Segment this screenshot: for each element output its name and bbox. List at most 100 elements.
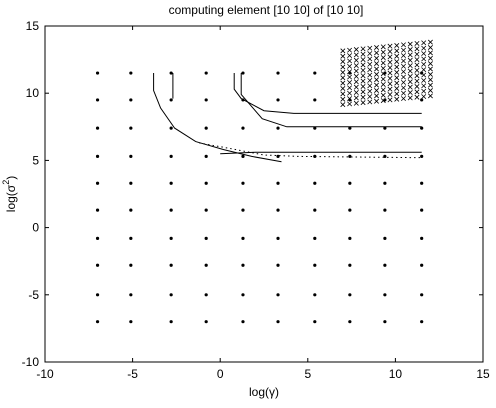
evaluated-marker [340,91,346,97]
evaluated-marker [394,96,400,102]
contour-line [240,73,422,128]
evaluated-marker [414,67,420,73]
svg-text:log(σ2): log(σ2) [1,176,18,212]
x-tick-label: 15 [476,367,490,381]
grid-point [95,320,100,324]
evaluated-marker [367,72,373,78]
grid-point [313,181,317,185]
grid-point [276,98,280,102]
evaluated-marker [374,45,380,50]
grid-point [169,208,173,212]
evaluated-marker [394,80,400,86]
evaluated-marker [427,39,433,45]
evaluated-marker [387,49,393,55]
evaluated-marker [340,64,346,70]
evaluated-marker [414,40,420,46]
evaluated-marker [380,98,386,104]
evaluated-marker [407,47,413,53]
evaluated-marker [380,76,386,82]
grid-point [95,181,100,185]
grid-point [276,181,280,185]
evaluated-marker [394,75,400,81]
evaluated-region-layer [340,39,433,108]
evaluated-marker [421,56,427,62]
evaluated-marker [374,88,380,93]
evaluated-marker [387,86,393,92]
grid-point [241,293,245,297]
evaluated-marker [421,72,427,78]
grid-point [383,98,387,102]
grid-points-layer [95,71,424,324]
evaluated-marker [353,57,359,63]
grid-point [129,98,133,102]
evaluated-marker [374,93,380,99]
grid-point [241,263,245,267]
evaluated-marker [407,95,413,101]
grid-point [241,154,245,158]
grid-point [383,154,387,158]
grid-point [383,126,387,130]
evaluated-marker [340,96,346,102]
evaluated-marker [401,47,406,53]
evaluated-marker [394,64,400,70]
evaluated-marker [427,61,433,67]
evaluated-marker [360,73,366,79]
grid-point [313,126,317,130]
grid-point [204,263,208,267]
grid-point [276,71,280,75]
grid-point [241,71,245,75]
grid-point [204,71,208,75]
y-axis-label-base: log(σ [4,184,18,212]
evaluated-marker [360,46,366,52]
evaluated-marker [421,94,427,100]
x-tick-label: 5 [304,367,311,381]
evaluated-marker [387,65,393,71]
y-axis-label-close: ) [4,176,18,180]
grid-point [129,263,133,267]
evaluated-marker [401,69,406,75]
grid-point [313,71,317,75]
evaluated-marker [394,86,400,91]
evaluated-marker [380,65,386,71]
evaluated-marker [421,67,427,73]
evaluated-marker [421,83,427,89]
grid-point [348,263,352,267]
y-tick-label: 5 [32,153,39,167]
evaluated-marker [347,96,353,102]
grid-point [169,71,173,75]
x-tick-label: -10 [36,367,54,381]
grid-point [129,181,133,185]
evaluated-marker [340,59,346,65]
evaluated-marker [414,62,420,68]
grid-point [383,236,387,240]
evaluated-marker [380,60,386,66]
grid-point [169,263,173,267]
evaluated-marker [414,46,420,52]
evaluated-marker [353,100,359,106]
evaluated-marker [427,50,433,56]
grid-point [129,126,133,130]
evaluated-marker [353,84,359,90]
evaluated-marker [347,79,353,85]
grid-point [241,126,245,130]
evaluated-marker [353,90,359,96]
grid-point [348,154,352,158]
contour-line [220,151,422,155]
grid-point [129,293,133,297]
evaluated-marker [427,55,433,61]
grid-point [313,263,317,267]
grid-point [276,154,280,158]
evaluated-marker [407,57,413,63]
evaluated-marker [340,102,346,108]
contour-layer [153,73,422,163]
evaluated-marker [374,77,380,83]
evaluated-marker [367,67,373,73]
evaluated-marker [414,89,420,95]
x-tick-label: 0 [217,367,224,381]
evaluated-marker [347,53,353,59]
evaluated-marker [374,82,380,88]
evaluated-marker [347,69,353,75]
contour-line [233,73,422,114]
evaluated-marker [427,66,433,72]
